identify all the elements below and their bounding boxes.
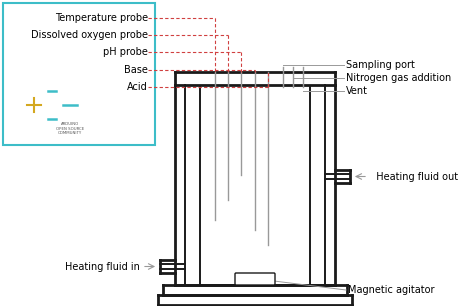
FancyBboxPatch shape <box>235 273 275 285</box>
Text: Heating fluid out: Heating fluid out <box>370 171 458 181</box>
Text: Temperature probe: Temperature probe <box>55 13 148 23</box>
Text: Sampling port: Sampling port <box>346 60 415 70</box>
Text: Base: Base <box>124 65 148 75</box>
Text: Nitrogen gas addition: Nitrogen gas addition <box>346 73 451 83</box>
Text: ARDUINO
OPEN SOURCE
COMMUNITY: ARDUINO OPEN SOURCE COMMUNITY <box>56 122 84 135</box>
Text: Magnetic agitator: Magnetic agitator <box>348 285 435 295</box>
Text: Heating fluid in: Heating fluid in <box>65 262 140 271</box>
Text: Dissolved oxygen probe: Dissolved oxygen probe <box>31 30 148 40</box>
Text: Acid: Acid <box>127 82 148 92</box>
Text: Vent: Vent <box>346 86 368 96</box>
Text: pH probe: pH probe <box>103 47 148 57</box>
Bar <box>3 3 155 145</box>
